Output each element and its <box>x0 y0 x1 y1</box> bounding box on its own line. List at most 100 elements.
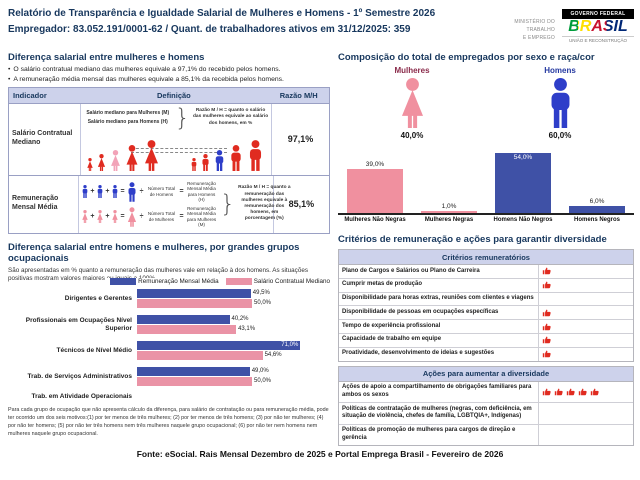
composition-category-label: Homens Não Negros <box>493 217 553 223</box>
report-header: Relatório de Transparência e Igualdade S… <box>8 6 520 37</box>
criteria-marks <box>538 424 633 446</box>
footnote-text: Para cada grupo de ocupação que não apre… <box>8 407 329 437</box>
composition-bar: 54,0% <box>495 152 551 213</box>
woman-icon <box>347 78 477 128</box>
criteria-marks <box>538 265 633 278</box>
occupational-chart-row: Profissionais em Ocupações Nível Superio… <box>8 314 330 335</box>
occupational-category-label: Trab. em Atividade Operacionais <box>31 392 132 400</box>
ministry-logo: MINISTÉRIO DO TRABALHO E EMPREGO <box>514 18 555 42</box>
thumbs-up-icon <box>566 388 575 396</box>
legend-item-mediano: Salário Contratual Mediano <box>225 277 330 285</box>
median-labels: Salário mediano para Mulheres (M) Salári… <box>83 107 173 128</box>
table-row-average-pay: Remuneração Mensal Média + + = ÷ Número Tota… <box>9 175 329 233</box>
occupational-chart-row: Técnicos de Nível Médio 71,0% 54,6% <box>8 340 330 361</box>
composition-bar-slot: 54,0% <box>486 152 560 213</box>
criteria-row: Capacidade de trabalho em equipe <box>339 333 633 348</box>
section-title-occupational: Diferença salarial entre homens e mulher… <box>8 241 300 264</box>
criteria-label: Proatividade, desenvolvimento de ideias … <box>342 350 495 357</box>
man-pictogram-icon <box>128 181 136 202</box>
operator: + <box>90 188 95 195</box>
occupational-bar-value: 50,0% <box>254 378 272 384</box>
legend-swatch-blue <box>110 277 137 285</box>
thumbs-up-mark <box>542 308 552 318</box>
occupational-bar-line: 71,0% <box>137 340 330 350</box>
ratio-value-median: 97,1% <box>287 134 314 144</box>
man-icon <box>495 78 625 128</box>
criteria-row: Disponibilidade para horas extras, reuni… <box>339 292 633 307</box>
woman-pictogram-icon <box>82 210 88 223</box>
median-pictogram-women <box>86 139 161 171</box>
operator: + <box>105 213 110 220</box>
thumbs-up-mark <box>542 335 552 345</box>
logos: MINISTÉRIO DO TRABALHO E EMPREGO GOVERNO… <box>514 9 634 43</box>
avg-equations: + + = ÷ Número Total de Homens = Remuneração M… <box>81 178 218 231</box>
operator: = <box>179 213 184 220</box>
occupational-chart-row: Dirigentes e Gerentes 49,5% 50,0% <box>8 288 330 309</box>
criteria-row: Cumprir metas de produção <box>339 278 633 293</box>
legend-label: Remuneração Mensal Média <box>138 277 219 285</box>
occupational-category-label: Técnicos de Nível Médio <box>56 346 133 354</box>
gov-federal-banner: GOVERNO FEDERAL <box>562 9 634 19</box>
col-header-indicador: Indicador <box>13 90 47 100</box>
bullet-dot: • <box>8 66 11 73</box>
brace-glyph: } <box>174 103 191 132</box>
thumbs-up-mark <box>542 322 552 332</box>
median-pictogram-men <box>190 139 265 171</box>
composition-bar-slot: 1,0% <box>412 203 486 213</box>
table-row-median-salary: Salário Contratual Mediano Salário media… <box>9 103 329 176</box>
man-pictogram-icon <box>191 157 197 171</box>
occupational-bar-line: 50,0% <box>137 376 330 386</box>
occupational-bars: 71,0% 54,6% <box>137 340 330 361</box>
indicator-table: Indicador Definição Razão M/H Salário Co… <box>8 86 330 234</box>
occupational-bar <box>137 298 252 308</box>
bullet-item: • A remuneração média mensal das mulheres… <box>8 76 330 83</box>
left-column: Diferença salarial entre mulheres e home… <box>8 52 330 439</box>
composition-xlabels: Mulheres Não Negras Mulheres Negras Homens… <box>338 217 634 223</box>
woman-pictogram-icon <box>97 153 105 171</box>
criteria-row: Tempo de experiência profissional <box>339 320 633 334</box>
occupational-bar <box>137 366 250 376</box>
woman-pictogram-icon <box>110 149 120 171</box>
criteria-label: Ações de apoio a compartilhamento de obr… <box>342 384 532 398</box>
brasil-wordmark: BRASIL <box>562 18 634 36</box>
criteria-row: Disponibilidade de pessoas em ocupações … <box>339 306 633 321</box>
operator: = <box>120 213 125 220</box>
criteria-row: Ações de apoio a compartilhamento de obr… <box>339 381 633 404</box>
composition-bar-slot: 39,0% <box>338 161 412 213</box>
occupational-bars: 40,2% 43,1% <box>137 314 330 335</box>
men-label: Homens <box>544 66 576 75</box>
occupational-category-label: Dirigentes e Gerentes <box>64 294 132 302</box>
criteria-row: Plano de Cargos e Salários ou Plano de C… <box>339 265 633 279</box>
equation-line: + + = ÷ Número Total de Homens = Remuneração M… <box>81 181 218 203</box>
composition-bar-value: 6,0% <box>589 198 605 206</box>
man-pictogram-icon <box>112 185 118 198</box>
thumbs-up-icon <box>542 281 551 289</box>
legend-label: Salário Contratual Mediano <box>253 277 330 285</box>
operator: + <box>105 188 110 195</box>
ratio-note: Razão M / H = quanto a remuneração das m… <box>238 185 291 222</box>
occupational-subheader: São apresentadas em % quanto a remuneraç… <box>8 267 330 285</box>
thumbs-up-mark <box>542 387 552 397</box>
occupational-bar-value: 71,0% <box>281 341 299 348</box>
median-definition: Salário mediano para Mulheres (M) Salári… <box>83 106 269 130</box>
actions-rows: Ações de apoio a compartilhamento de obr… <box>339 381 633 446</box>
thumbs-up-mark <box>566 387 576 397</box>
composition-people: Mulheres 40,0% Homens 60,0% <box>338 66 634 140</box>
criteria-label: Políticas de promoção de mulheres para c… <box>342 427 516 442</box>
occupational-bar: 71,0% <box>137 340 301 350</box>
occupational-bars: 49,0% 50,0% <box>137 366 330 387</box>
source-footer: Fonte: eSocial. Rais Mensal Dezembro de … <box>136 449 504 459</box>
occupational-bar-line: 49,5% <box>137 288 330 298</box>
women-percentage: 40,0% <box>400 131 424 140</box>
man-pictogram-icon <box>97 185 103 198</box>
criteria-row: Políticas de contratação de mulheres (ne… <box>339 403 633 425</box>
right-column: Composição do total de empregados por se… <box>338 52 634 447</box>
report-subtitle: Empregador: 83.052.191/0001-62 / Quant. … <box>8 23 411 35</box>
occupational-category-label: Profissionais em Ocupações Nível Superio… <box>25 316 132 332</box>
woman-pictogram-icon <box>97 210 103 223</box>
chart-legend: Remuneração Mensal Média Salário Contrat… <box>106 277 330 285</box>
thumbs-up-icon <box>542 323 551 330</box>
criteria-row: Políticas de promoção de mulheres para c… <box>339 424 633 446</box>
remuneration-rows: Plano de Cargos e Salários ou Plano de C… <box>339 265 633 361</box>
operator: = <box>120 188 125 195</box>
